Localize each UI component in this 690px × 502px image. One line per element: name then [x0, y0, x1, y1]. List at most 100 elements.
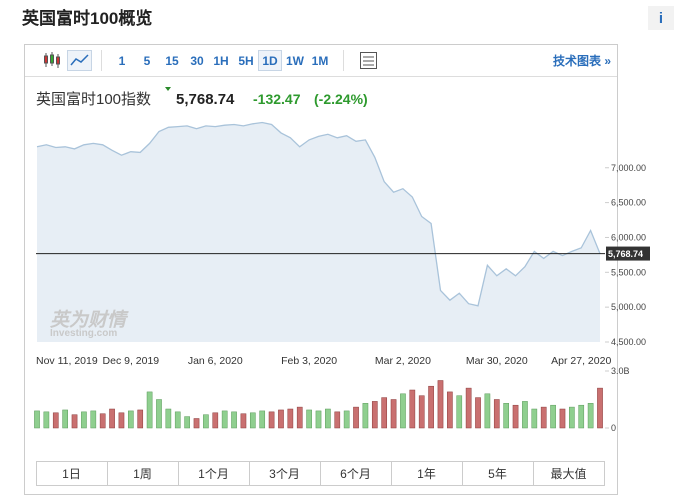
volume-bar: [128, 410, 134, 429]
x-tick-label: Feb 3, 2020: [281, 355, 337, 367]
volume-bar: [268, 411, 275, 429]
x-tick-label: Apr 27, 2020: [551, 355, 611, 367]
volume-bar: [193, 418, 200, 429]
volume-bar: [81, 411, 87, 429]
interval-button[interactable]: 5H: [238, 54, 253, 68]
y-tick-label: 6,000.00: [611, 232, 646, 242]
range-tab-label[interactable]: 5年: [488, 467, 507, 481]
range-tab-label[interactable]: 1个月: [198, 467, 229, 481]
volume-bar: [353, 406, 359, 429]
range-tab[interactable]: [533, 461, 605, 486]
candle-icon[interactable]: [44, 52, 60, 68]
interval-button[interactable]: 15: [165, 54, 179, 68]
widget-frame: [24, 44, 618, 495]
interval-button[interactable]: 5: [144, 54, 151, 68]
interval-selected[interactable]: [258, 50, 282, 71]
volume-bar: [465, 387, 472, 429]
x-tick-label: Dec 9, 2019: [103, 355, 160, 367]
volume-bar: [315, 410, 322, 429]
volume-bar: [240, 413, 247, 429]
watermark-site: Investing.com: [50, 328, 117, 339]
volume-bar: [390, 399, 397, 429]
quote-change: -132.47: [253, 91, 301, 107]
volume-bar: [99, 413, 106, 429]
volume-bar: [559, 408, 566, 429]
technical-chart-link[interactable]: 技术图表 »: [553, 53, 611, 68]
range-tab-label[interactable]: 1日: [62, 467, 81, 481]
interval-button[interactable]: 1H: [213, 54, 228, 68]
interval-button[interactable]: 1: [119, 54, 126, 68]
volume-bar: [400, 393, 406, 429]
x-tick-label: Nov 11, 2019: [36, 355, 98, 367]
volume-bar: [371, 401, 378, 429]
current-price-tag-bg: [606, 246, 650, 261]
volume-bar: [512, 404, 519, 429]
x-tick-label: Jan 6, 2020: [188, 355, 243, 367]
range-tab-label[interactable]: 1周: [133, 467, 152, 481]
range-tab[interactable]: [391, 461, 463, 486]
quote-change-pct: (-2.24%): [314, 91, 368, 107]
volume-bar: [306, 409, 312, 429]
y-tick-label: 6,500.00: [611, 198, 646, 208]
volume-bar: [343, 410, 350, 429]
range-tab-label[interactable]: 1年: [417, 467, 436, 481]
table-icon[interactable]: [360, 52, 377, 69]
volume-bar: [184, 416, 190, 429]
range-tab-label[interactable]: 最大值: [550, 466, 586, 481]
change-arrow: [165, 87, 171, 91]
range-tab-label[interactable]: 3个月: [269, 467, 300, 481]
volume-bar: [287, 408, 294, 429]
line-icon[interactable]: [70, 54, 89, 66]
range-tab-label[interactable]: 6个月: [340, 467, 371, 481]
volume-bar: [381, 397, 388, 429]
range-tab[interactable]: [107, 461, 179, 486]
info-button[interactable]: [648, 6, 674, 30]
volume-bar: [362, 403, 369, 429]
y-tick-label: 4,500.00: [611, 337, 646, 347]
volume-bar: [231, 411, 237, 429]
volume-bar: [165, 408, 172, 429]
volume-bar: [409, 389, 416, 429]
volume-bar: [334, 411, 341, 429]
volume-bar: [493, 399, 500, 429]
volume-tick-label: 3.0B: [611, 366, 630, 376]
x-tick-label: Mar 30, 2020: [466, 355, 528, 367]
volume-bar: [428, 385, 434, 429]
range-tab[interactable]: [178, 461, 250, 486]
volume-bar: [90, 410, 97, 429]
volume-bar: [109, 408, 115, 429]
volume-bar: [456, 395, 463, 429]
volume-bar: [325, 408, 331, 429]
volume-bar: [578, 404, 585, 429]
interval-button[interactable]: 1W: [286, 54, 305, 68]
volume-bar: [52, 412, 59, 429]
watermark-brand: 英为财情: [50, 309, 129, 331]
x-tick-label: Mar 2, 2020: [375, 355, 431, 367]
current-price-tag: 5,768.74: [608, 249, 643, 259]
volume-bar: [531, 408, 538, 429]
y-tick-label: 7,000.00: [611, 163, 646, 173]
volume-bar: [597, 387, 603, 429]
interval-button[interactable]: 1D: [262, 54, 278, 68]
interval-button[interactable]: 1M: [312, 54, 329, 68]
info-icon[interactable]: i: [659, 10, 663, 27]
volume-bar: [118, 412, 125, 429]
volume-bar: [137, 409, 144, 429]
quote-name: 英国富时100指数: [36, 90, 151, 108]
volume-bar: [475, 397, 481, 429]
volume-bar: [540, 406, 547, 429]
range-tab[interactable]: [320, 461, 392, 486]
volume-bar: [212, 412, 219, 429]
interval-button[interactable]: 30: [190, 54, 204, 68]
volume-bar: [146, 391, 153, 429]
volume-bar: [296, 406, 303, 429]
volume-bar: [587, 403, 594, 429]
volume-bar: [569, 406, 575, 429]
volume-bar: [34, 410, 40, 429]
range-tab[interactable]: [36, 461, 108, 486]
page-title: 英国富时100概览: [22, 8, 152, 28]
range-tab[interactable]: [249, 461, 321, 486]
volume-bar: [447, 391, 453, 429]
quote-price: 5,768.74: [176, 91, 235, 108]
